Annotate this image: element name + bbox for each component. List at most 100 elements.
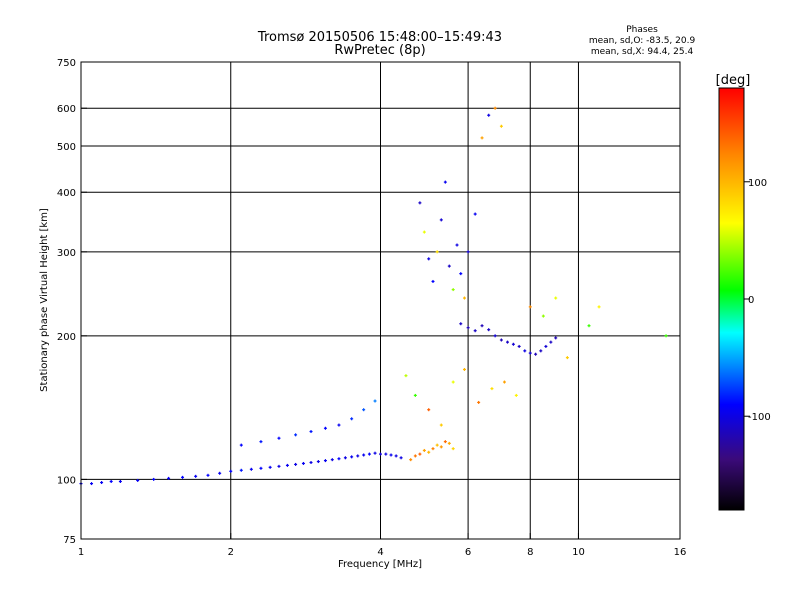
data-point (544, 344, 548, 348)
data-point (431, 279, 435, 283)
data-point (431, 447, 435, 451)
data-point (493, 334, 497, 338)
plot-grid (81, 62, 680, 539)
data-point (229, 469, 233, 473)
data-point (309, 430, 313, 434)
stats-line-o: mean, sd,O: -83.5, 20.9 (589, 36, 696, 46)
data-point (373, 399, 377, 403)
y-axis-label: Stationary phase Virtual Height [km] (39, 208, 50, 392)
data-point (466, 326, 470, 330)
x-tick-label: 6 (465, 547, 471, 558)
data-point (413, 454, 417, 458)
data-point (268, 465, 272, 469)
data-point (409, 458, 413, 462)
data-point (451, 447, 455, 451)
data-point (285, 463, 289, 467)
data-point (451, 380, 455, 384)
stats-line-x: mean, sd,X: 94.4, 25.4 (591, 47, 694, 57)
data-point (218, 471, 222, 475)
data-point (439, 423, 443, 427)
data-point (118, 479, 122, 483)
data-point (597, 305, 601, 309)
data-point (294, 433, 298, 437)
data-point (499, 124, 503, 128)
data-point (362, 408, 366, 412)
data-point (239, 468, 243, 472)
x-tick-label: 1 (78, 547, 84, 558)
x-tick-label: 2 (228, 547, 234, 558)
x-axis-ticks: 1 2 4 6 8 10 16 (78, 533, 687, 558)
data-point (539, 349, 543, 353)
data-point (167, 476, 171, 480)
data-point (435, 250, 439, 254)
data-point (373, 451, 377, 455)
data-point (499, 338, 503, 342)
data-point (480, 136, 484, 140)
data-point (505, 340, 509, 344)
y-tick-label: 600 (57, 104, 76, 115)
data-point (323, 426, 327, 430)
data-point (523, 349, 527, 353)
data-point (427, 257, 431, 261)
colorbar-ticks: -100 0 100 (744, 178, 771, 423)
y-tick-label: 400 (57, 188, 76, 199)
data-point (473, 212, 477, 216)
data-point (493, 106, 497, 110)
y-tick-label: 750 (57, 58, 76, 69)
data-point (316, 460, 320, 464)
colorbar-tick-label: -100 (748, 412, 771, 423)
data-point (418, 201, 422, 205)
data-point (451, 288, 455, 292)
y-tick-label: 100 (57, 475, 76, 486)
data-point (309, 461, 313, 465)
data-point (554, 336, 558, 340)
data-point (152, 477, 156, 481)
data-point (356, 454, 360, 458)
x-tick-label: 10 (572, 547, 585, 558)
colorbar-tick-label: 100 (748, 178, 767, 189)
data-point (90, 482, 94, 486)
data-point (528, 351, 532, 355)
data-point (427, 450, 431, 454)
data-point (294, 462, 298, 466)
data-point (413, 393, 417, 397)
data-point (462, 367, 466, 371)
x-axis-label: Frequency [MHz] (338, 559, 422, 570)
data-point (350, 455, 354, 459)
data-point (181, 475, 185, 479)
data-point (323, 459, 327, 463)
data-point (277, 436, 281, 440)
scatter-points (79, 106, 668, 486)
data-point (362, 453, 366, 457)
data-point (249, 467, 253, 471)
y-tick-label: 75 (63, 535, 76, 546)
data-point (502, 380, 506, 384)
chart-subtitle: RwPretec (8p) (334, 43, 425, 58)
data-point (422, 448, 426, 452)
data-point (487, 113, 491, 117)
y-tick-label: 300 (57, 248, 76, 259)
data-point (439, 218, 443, 222)
data-point (418, 452, 422, 456)
data-point (379, 452, 382, 456)
data-point (459, 272, 463, 276)
colorbar-tick-label: 0 (748, 295, 754, 306)
data-point (435, 443, 439, 447)
data-point (394, 454, 398, 458)
data-point (109, 479, 113, 483)
data-point (664, 334, 668, 338)
x-tick-label: 16 (674, 547, 687, 558)
data-point (554, 296, 558, 300)
data-point (473, 329, 477, 333)
data-point (337, 423, 341, 427)
data-point (136, 478, 140, 482)
x-tick-label: 8 (527, 547, 533, 558)
data-point (511, 342, 515, 346)
data-point (194, 474, 198, 478)
data-point (259, 466, 263, 470)
data-point (477, 400, 481, 404)
data-point (389, 453, 393, 457)
data-point (439, 445, 443, 449)
data-point (462, 296, 466, 300)
